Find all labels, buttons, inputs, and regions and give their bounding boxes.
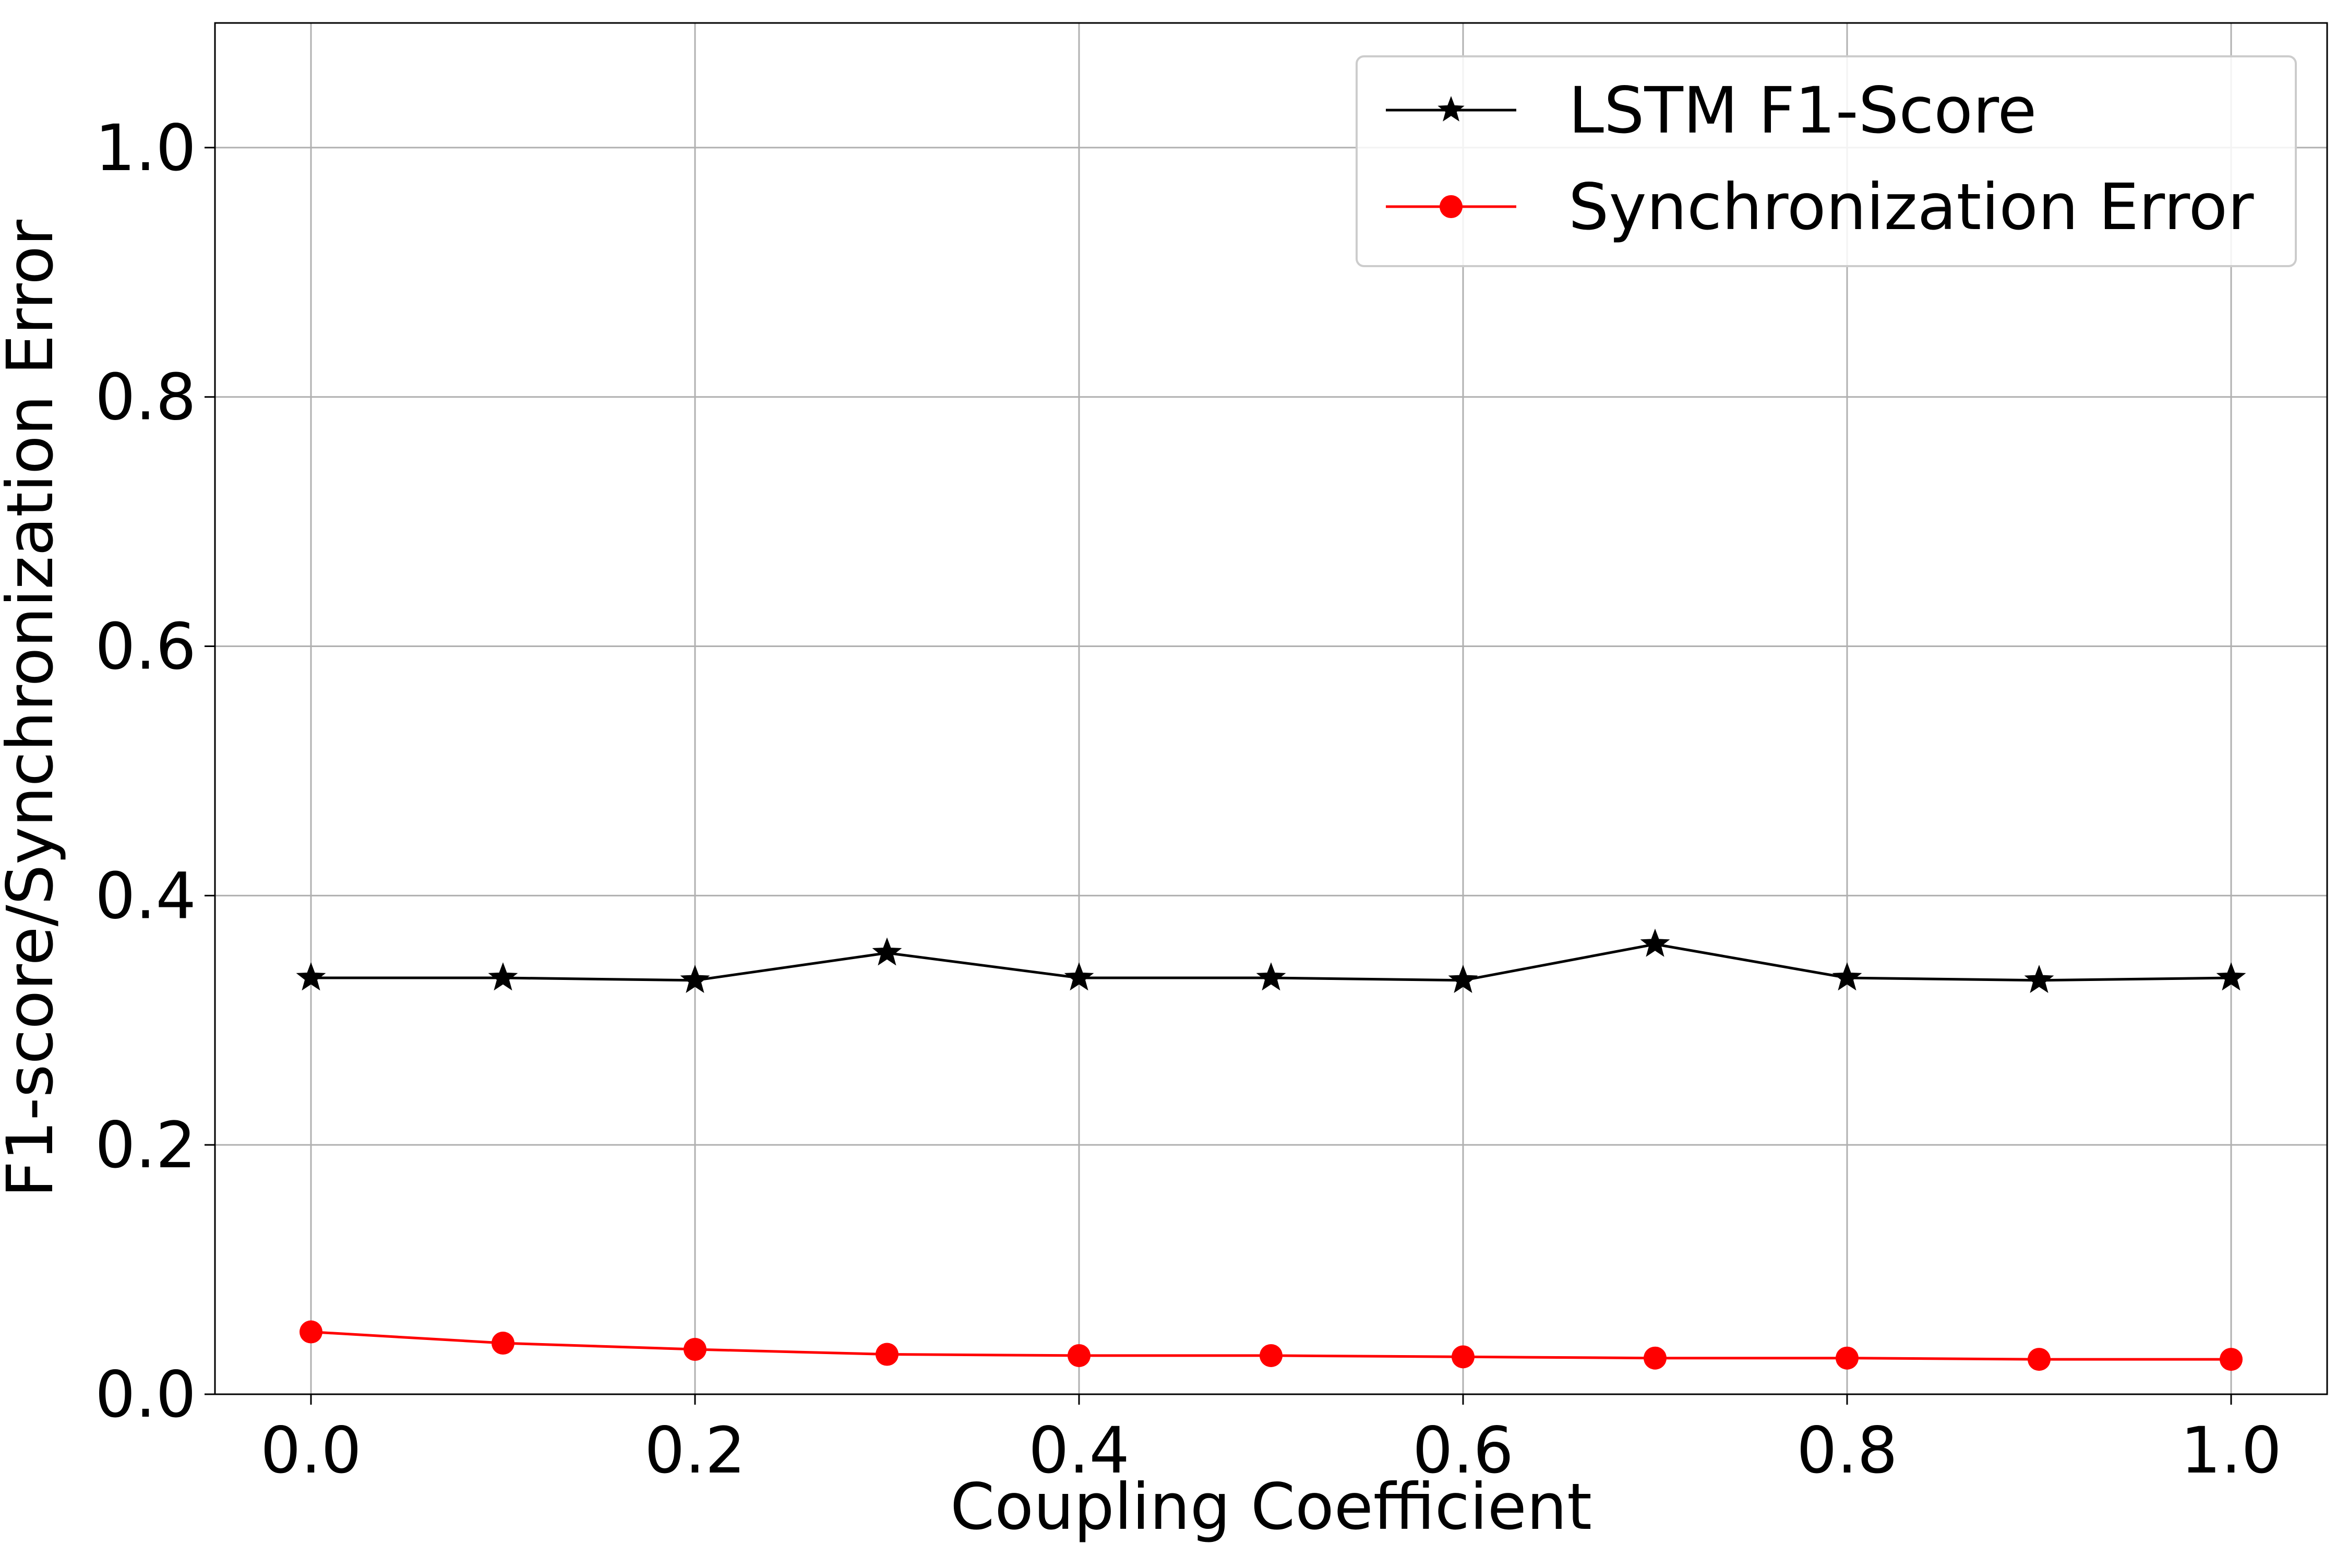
y-tick-label: 0.0 (95, 1358, 196, 1432)
y-tick-label: 0.4 (95, 859, 196, 933)
data-point-circle (1644, 1346, 1667, 1370)
x-tick-label: 0.0 (260, 1414, 362, 1488)
legend: LSTM F1-Score Synchronization Error (1356, 55, 2297, 267)
series-synchronization-error (300, 1320, 2243, 1371)
data-point-circle (684, 1337, 706, 1361)
grid (215, 23, 2327, 1395)
y-axis-label: F1-score/Synchronization Error (0, 219, 67, 1198)
x-tick-label: 0.4 (1028, 1414, 1130, 1488)
plot-frame (214, 22, 2328, 1395)
data-point-circle (1068, 1344, 1091, 1367)
data-point-star (2216, 962, 2246, 991)
data-point-star (872, 937, 902, 966)
series-layer (296, 928, 2246, 1371)
series-lstm-f1-score (296, 928, 2246, 994)
data-point-circle (300, 1320, 322, 1344)
ticks: 0.0 0.2 0.4 0.6 0.8 1.0 0.0 0.2 0.4 0.6 0.8 1.0 (95, 111, 2282, 1488)
data-point-circle (1836, 1346, 1859, 1370)
y-tick-label: 0.2 (95, 1108, 196, 1182)
y-tick-label: 0.8 (95, 361, 196, 435)
legend-entry-lstm-f1-score: LSTM F1-Score (1386, 74, 2037, 148)
legend-star-marker-icon (1437, 96, 1465, 122)
x-tick-label: 0.6 (1412, 1414, 1514, 1488)
data-point-star (1448, 964, 1478, 994)
legend-label-lstm-f1-score: LSTM F1-Score (1568, 74, 2037, 148)
data-point-circle (2028, 1348, 2051, 1371)
x-axis-label: Coupling Coefficient (950, 1470, 1592, 1544)
data-point-circle (492, 1332, 514, 1355)
data-point-star (2024, 964, 2054, 994)
y-tick-label: 1.0 (95, 111, 196, 185)
data-point-circle (1260, 1344, 1283, 1367)
legend-circle-marker-icon (1440, 195, 1463, 218)
data-point-star (1256, 962, 1286, 991)
data-point-circle (2220, 1348, 2243, 1371)
legend-box (1356, 55, 2297, 267)
legend-entry-synchronization-error: Synchronization Error (1386, 170, 2254, 244)
data-point-circle (876, 1343, 899, 1366)
data-point-star (1832, 962, 1862, 991)
legend-label-synchronization-error: Synchronization Error (1568, 170, 2254, 244)
x-tick-label: 1.0 (2181, 1414, 2282, 1488)
data-point-star (296, 962, 326, 991)
y-tick-label: 0.6 (95, 610, 196, 684)
data-point-star (488, 962, 518, 991)
x-tick-label: 0.8 (1796, 1414, 1898, 1488)
data-point-star (680, 964, 710, 994)
x-tick-label: 0.2 (644, 1414, 746, 1488)
data-point-star (1064, 962, 1094, 991)
data-point-star (1640, 928, 1670, 957)
data-point-circle (1452, 1345, 1475, 1369)
